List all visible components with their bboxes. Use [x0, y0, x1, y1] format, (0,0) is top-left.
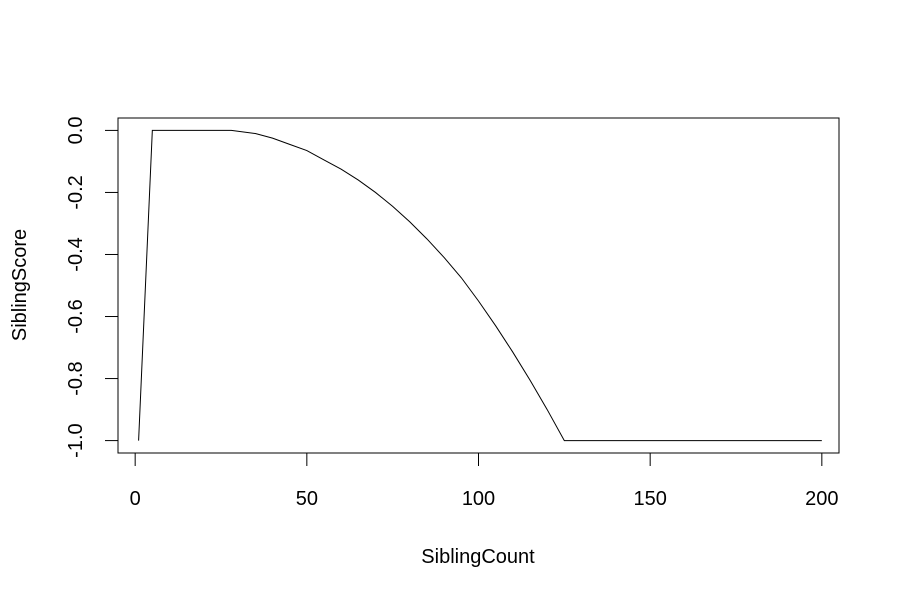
y-axis: -1.0 -0.8 -0.6 -0.4 -0.2 0.0 [65, 117, 119, 458]
series-line [138, 129, 822, 442]
y-tick-label: -0.8 [65, 361, 87, 395]
series-layer [138, 129, 822, 442]
x-axis: 0 50 100 150 200 [130, 452, 839, 510]
y-tick-label: -0.2 [65, 175, 87, 209]
y-tick-label: -0.6 [65, 299, 87, 333]
x-axis-title: SiblingCount [421, 546, 535, 568]
y-tick-label: -0.4 [65, 237, 87, 271]
x-tick-label: 150 [633, 488, 666, 510]
plot-frame [117, 117, 840, 454]
x-tick-label: 50 [296, 488, 318, 510]
y-tick-label: -1.0 [65, 423, 87, 457]
x-tick-label: 200 [805, 488, 838, 510]
x-tick-label: 100 [462, 488, 495, 510]
y-axis-title: SiblingScore [9, 229, 31, 341]
x-tick-label: 0 [130, 488, 141, 510]
y-tick-label: 0.0 [65, 117, 87, 145]
